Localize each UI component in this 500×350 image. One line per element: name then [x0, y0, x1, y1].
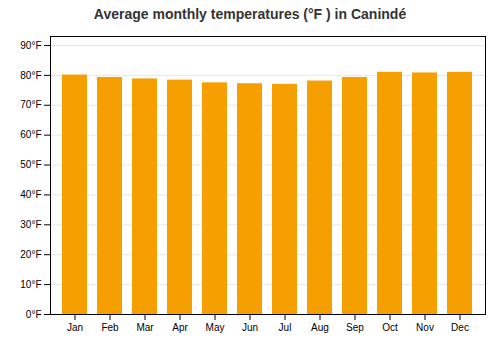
svg-text:0°F: 0°F — [26, 309, 42, 320]
html-text:Average monthly temperatures (: Average monthly temperatures (°F ) in Ca… — [93, 6, 407, 22]
svg-text:Sep: Sep — [346, 322, 364, 333]
svg-text:Jul: Jul — [279, 322, 292, 333]
svg-text:Jan: Jan — [67, 322, 83, 333]
svg-text:Feb: Feb — [101, 322, 119, 333]
svg-text:Oct: Oct — [382, 322, 398, 333]
svg-text:10°F: 10°F — [20, 279, 41, 290]
svg-text:20°F: 20°F — [20, 249, 41, 260]
svg-text:Nov: Nov — [416, 322, 434, 333]
svg-text:40°F: 40°F — [20, 189, 41, 200]
svg-text:90°F: 90°F — [20, 40, 41, 51]
svg-text:Mar: Mar — [136, 322, 154, 333]
svg-text:Jun: Jun — [242, 322, 258, 333]
svg-text:70°F: 70°F — [20, 99, 41, 110]
svg-text:Dec: Dec — [451, 322, 469, 333]
svg-text:Apr: Apr — [172, 322, 188, 333]
svg-text:30°F: 30°F — [20, 219, 41, 230]
svg-text:80°F: 80°F — [20, 70, 41, 81]
svg-text:Aug: Aug — [311, 322, 329, 333]
svg-text:60°F: 60°F — [20, 129, 41, 140]
svg-text:May: May — [206, 322, 225, 333]
svg-text:50°F: 50°F — [20, 159, 41, 170]
